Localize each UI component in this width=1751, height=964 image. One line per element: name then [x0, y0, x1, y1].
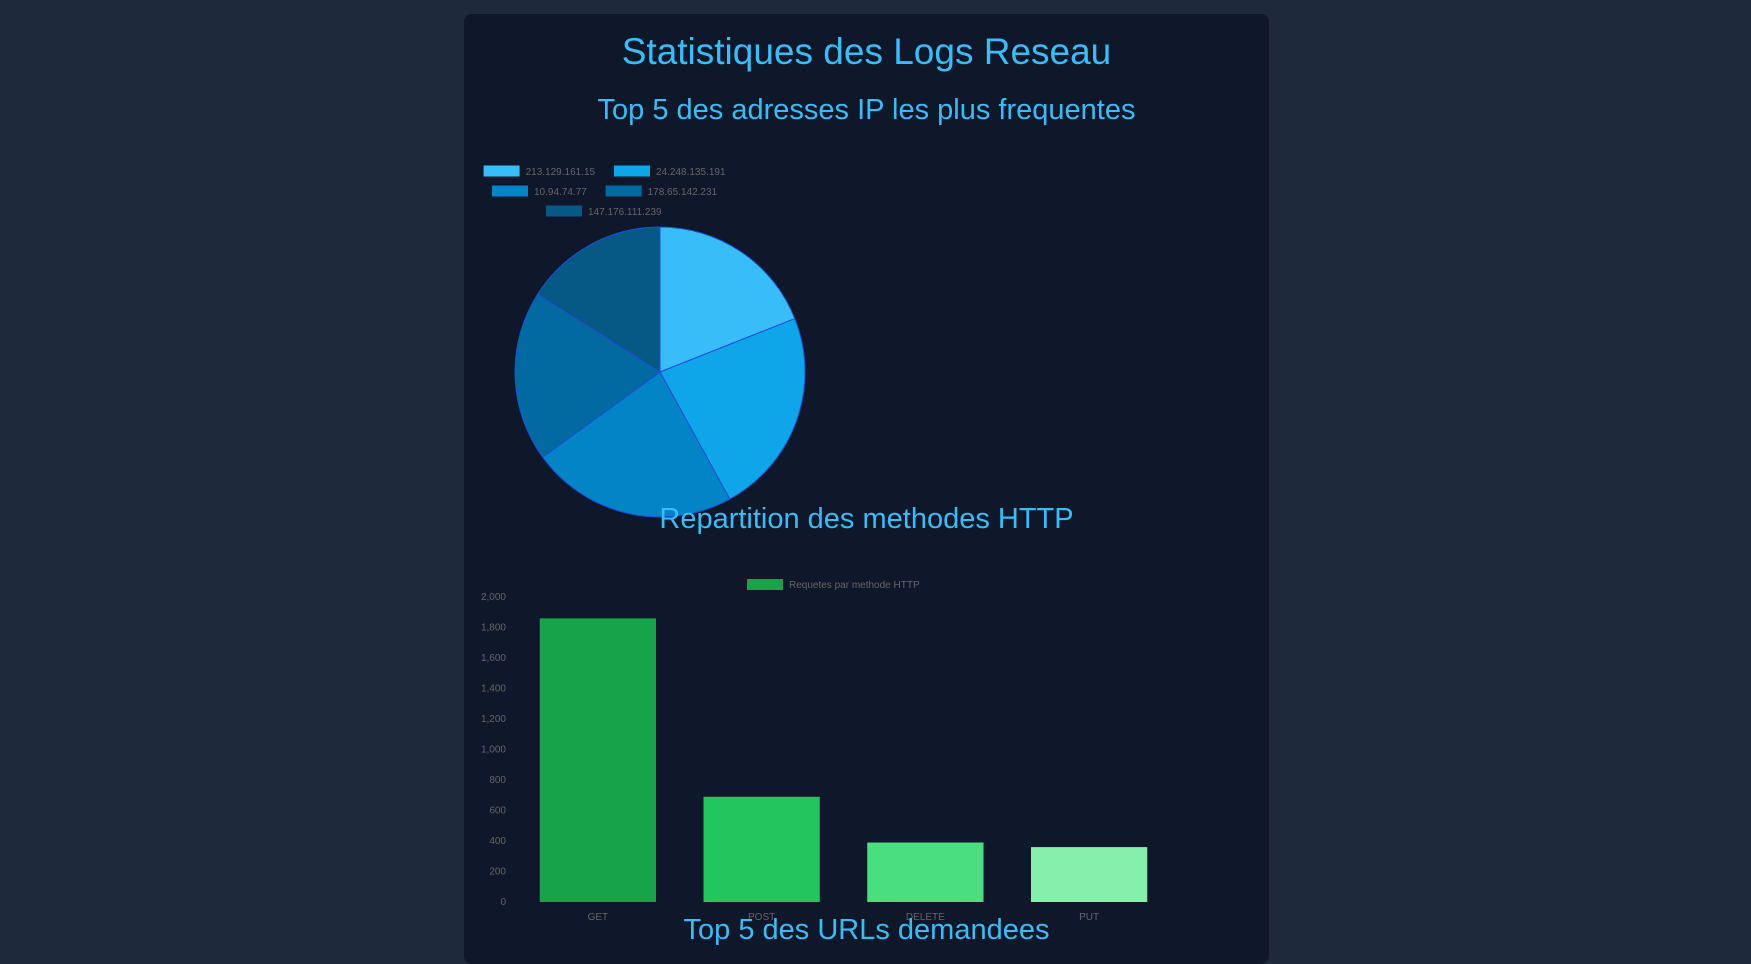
- bar[interactable]: [703, 796, 820, 902]
- pie-legend-item[interactable]: 213.129.161.15: [483, 165, 596, 179]
- bar[interactable]: [867, 842, 984, 902]
- bar[interactable]: [1030, 847, 1148, 902]
- y-tick-label: 1,000: [481, 745, 506, 756]
- y-tick-label: 0: [500, 897, 506, 908]
- y-tick-label: 400: [489, 836, 506, 847]
- pie-legend-label: 178.65.142.231: [648, 187, 718, 198]
- y-tick-label: 600: [489, 806, 506, 817]
- y-tick-label: 1,200: [481, 714, 506, 725]
- pie-legend-label: 10.94.74.77: [534, 187, 587, 198]
- urls-section-heading: Top 5 des URLs demandees: [683, 914, 1050, 946]
- pie-legend-label: 213.129.161.15: [526, 167, 596, 178]
- pie-legend-swatch: [614, 165, 650, 177]
- stats-card: Statistiques des Logs Reseau Top 5 des a…: [464, 14, 1269, 964]
- y-tick-label: 1,600: [481, 653, 506, 664]
- x-tick-label: GET: [588, 912, 609, 923]
- y-tick-label: 200: [489, 867, 506, 878]
- pie-legend-item[interactable]: 10.94.74.77: [492, 185, 587, 199]
- bar-legend-item[interactable]: Requetes par methode HTTP: [747, 579, 920, 591]
- page-title: Statistiques des Logs Reseau: [621, 31, 1112, 72]
- pie-legend-item[interactable]: 24.248.135.191: [614, 165, 726, 179]
- pie-legend-swatch: [546, 205, 582, 217]
- pie-legend-item[interactable]: 178.65.142.231: [605, 185, 718, 199]
- y-tick-label: 2,000: [481, 592, 506, 603]
- x-tick-label: DELETE: [906, 912, 945, 923]
- pie-slice[interactable]: [541, 371, 731, 518]
- pie-legend-item[interactable]: 147.176.111.239: [546, 205, 662, 219]
- ip-section-heading: Top 5 des adresses IP les plus frequente…: [597, 94, 1136, 126]
- x-tick-label: PUT: [1079, 912, 1099, 923]
- pie-slice[interactable]: [514, 293, 661, 458]
- methods-section-heading: Repartition des methodes HTTP: [659, 503, 1074, 535]
- pie-slice[interactable]: [536, 226, 661, 373]
- pie-slice[interactable]: [659, 226, 796, 373]
- pie-legend-label: 24.248.135.191: [656, 167, 726, 178]
- y-tick-label: 1,400: [481, 684, 506, 695]
- bar[interactable]: [539, 618, 657, 902]
- y-tick-label: 1,800: [481, 623, 506, 634]
- bar-legend-label: Requetes par methode HTTP: [789, 580, 920, 591]
- pie-legend-swatch: [483, 165, 520, 177]
- methods-bar-chart: Requetes par methode HTTP 0 200 400 600 800 1,…: [481, 579, 1148, 923]
- pie-legend-swatch: [492, 185, 528, 197]
- bar-legend-swatch: [747, 579, 783, 590]
- pie-legend-label: 147.176.111.239: [588, 207, 662, 218]
- pie-legend-swatch: [605, 185, 642, 197]
- x-tick-label: POST: [748, 912, 775, 923]
- y-tick-label: 800: [489, 775, 506, 786]
- pie-slice[interactable]: [659, 317, 806, 500]
